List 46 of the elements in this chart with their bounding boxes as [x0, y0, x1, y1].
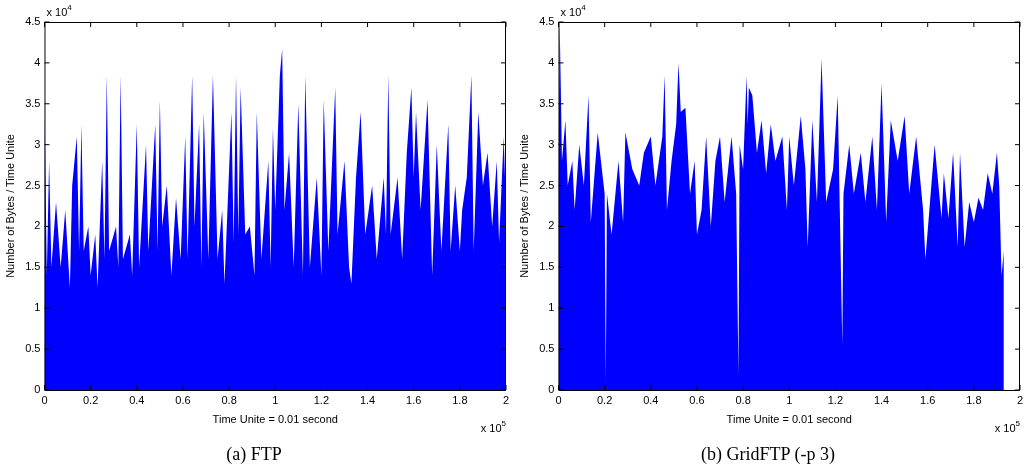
x-tick-label: 1.8 — [452, 393, 468, 406]
x-tick-label: 2 — [502, 393, 510, 406]
y-tick-label: 3.5 — [25, 96, 41, 109]
y-tick-label: 4.5 — [539, 15, 555, 28]
x-tick-label: 0.8 — [221, 393, 237, 406]
x-tick-label: 0.8 — [735, 393, 751, 406]
y-tick-label: 0 — [34, 383, 41, 396]
x-tick-label: 0.6 — [175, 393, 191, 406]
x-tick-label: 0.4 — [129, 393, 145, 406]
y-axis-title: Number of Bytes / Time Unite — [3, 134, 16, 278]
x-tick-label: 0.2 — [82, 393, 99, 406]
x-axis-title: Time Unite = 0.01 second — [726, 412, 852, 425]
y-tick-label: 2 — [34, 219, 41, 232]
x-tick-label: 0.4 — [643, 393, 659, 406]
y-tick-label: 0 — [548, 383, 555, 396]
x-tick-label: 2 — [1016, 393, 1024, 406]
y-tick-label: 2 — [548, 219, 555, 232]
y-tick-label: 1.5 — [539, 260, 555, 273]
x-tick-label: 1.8 — [966, 393, 982, 406]
x-tick-label: 1.2 — [827, 393, 844, 406]
y-tick-label: 1.5 — [25, 260, 41, 273]
x-tick-label: 1 — [272, 393, 279, 406]
y-axis-title: Number of Bytes / Time Unite — [517, 134, 530, 278]
y-tick-label: 0.5 — [539, 342, 555, 355]
x-tick-label: 1 — [786, 393, 793, 406]
y-tick-label: 4.5 — [25, 15, 41, 28]
x-tick-label: 1.2 — [313, 393, 330, 406]
x-tick-label: 1.4 — [359, 393, 376, 406]
x-tick-label: 1.6 — [406, 393, 422, 406]
y-tick-label: 1 — [548, 301, 555, 314]
y-tick-label: 3 — [34, 137, 41, 150]
y-tick-label: 2.5 — [25, 178, 41, 191]
text: (b) GridFTP (-p 3) — [701, 443, 835, 465]
x-tick-label: 0.6 — [689, 393, 705, 406]
y-tick-label: 2.5 — [539, 178, 555, 191]
y-tick-label: 4 — [548, 55, 555, 68]
text: (a) FTP — [226, 443, 282, 465]
x-tick-label: 1.6 — [920, 393, 936, 406]
y-tick-label: 3 — [548, 137, 555, 150]
y-tick-label: 0.5 — [25, 342, 41, 355]
x-axis-title: Time Unite = 0.01 second — [212, 412, 338, 425]
y-tick-label: 1 — [34, 301, 41, 314]
y-tick-label: 4 — [34, 55, 41, 68]
x-tick-label: 1.4 — [873, 393, 890, 406]
y-tick-label: 3.5 — [539, 96, 555, 109]
x-tick-label: 0.2 — [596, 393, 613, 406]
